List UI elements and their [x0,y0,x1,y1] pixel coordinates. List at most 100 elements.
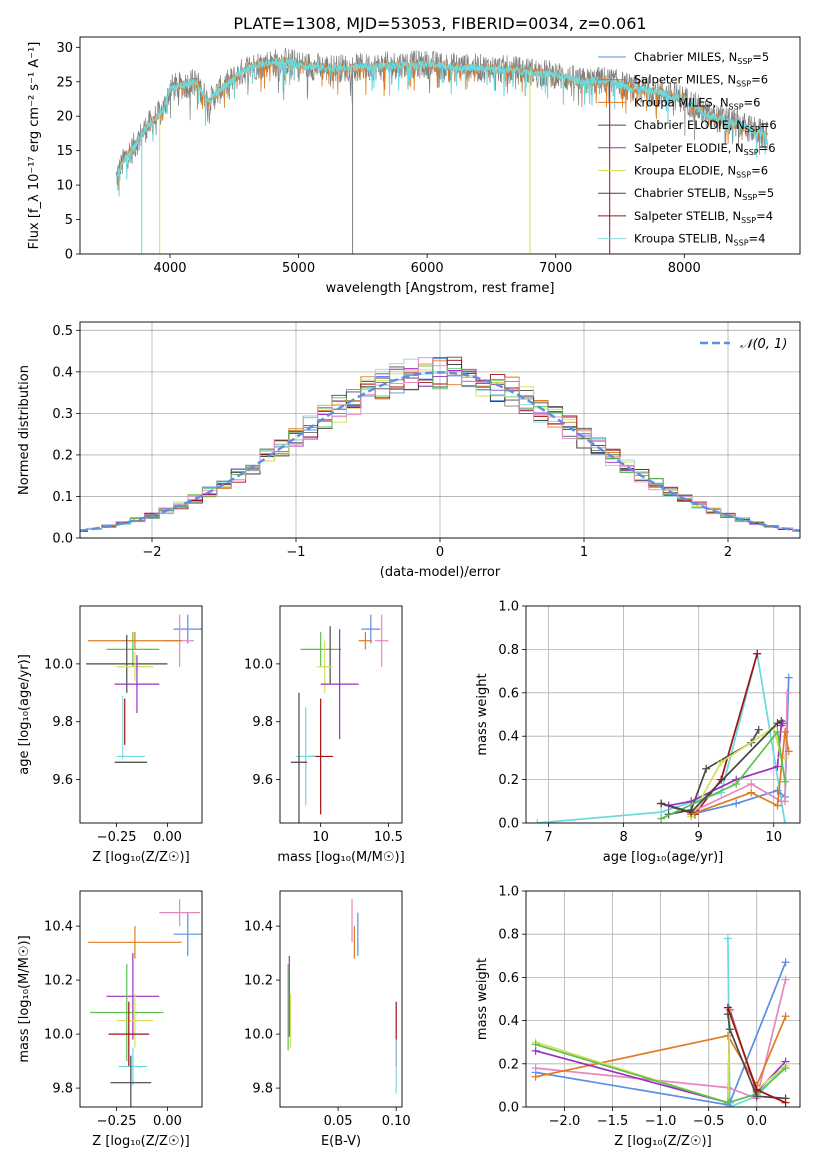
x-tick-label: 0 [436,545,444,560]
y-tick-label: 0.4 [498,730,519,745]
normal-curve [80,371,800,532]
y-tick-label: 0.4 [52,365,73,380]
series-marker [732,779,741,788]
y-tick-label: 0.1 [52,490,73,505]
series-marker [531,1064,540,1073]
error-bar-point [300,632,341,667]
error-bar-point [116,993,154,1048]
x-tick-label: −0.25 [97,830,137,845]
series-marker [723,934,732,943]
panel-age-vs-mass: 10 10.5 9.6 9.8 10.0 mass [log₁₀(M/M☉)] [244,605,405,865]
y-tick-label: 10.0 [244,1028,273,1043]
axes-frame [79,36,801,255]
x-axis-label: E(B-V) [321,1134,361,1149]
legend-label: Salpeter MILES, NSSP=6 [634,73,768,89]
series-line [537,653,786,823]
x-axis-label: wavelength [Angstrom, rest frame] [326,281,555,296]
y-axis-label: mass weight [475,958,490,1040]
y-tick-label: 0.8 [498,928,519,943]
y-tick-label: 10.0 [244,657,273,672]
x-tick-label: 10.5 [374,830,403,845]
y-tick-label: 9.8 [252,715,273,730]
y-tick-label: 20 [56,110,73,125]
x-tick-label: 8 [619,830,627,845]
y-tick-label: 0.0 [498,817,519,832]
panel-age-vs-z: −0.25 0.00 9.6 9.8 10.0 Z [log₁₀(Z/Z☉)] age [l… [17,605,203,865]
error-bar-point [106,953,160,1040]
error-bar-point [173,912,202,956]
y-tick-label: 0.6 [498,686,519,701]
plot-area [86,614,202,763]
error-bar-point [88,632,182,650]
x-tick-label: 10 [312,830,329,845]
x-tick-label: 0.00 [153,830,182,845]
error-bar-point [361,614,381,644]
plot-area [287,899,397,1094]
x-axis-label: (data-model)/error [380,565,501,580]
y-tick-label: 1.0 [498,600,519,615]
panel-massweight-vs-z: −2.0 −1.5 −1.0 −0.5 0.0 0.0 0.2 0.4 0.6 0.8 1.0 Z [… [475,885,801,1149]
series-line [535,1043,787,1104]
series-marker [747,779,756,788]
series-marker [773,762,782,771]
series-marker [657,814,666,823]
y-tick-label: 1.0 [498,885,519,900]
x-tick-label: 1 [580,545,588,560]
legend-label: Chabrier STELIB, NSSP=5 [634,186,774,202]
y-tick-label: 9.8 [52,715,73,730]
x-tick-label: −0.25 [97,1114,137,1129]
x-tick-label: 0.05 [324,1114,353,1129]
y-tick-label: 10.4 [244,920,273,935]
y-axis-label: age [log₁₀(age/yr)] [17,654,32,775]
y-tick-label: 15 [56,144,73,159]
series-marker [781,1064,790,1073]
series-marker [777,717,786,726]
y-axis-label: Flux [f_λ 10⁻¹⁷ erg cm⁻² s⁻¹ A⁻¹] [27,42,42,250]
panel-spectrum: 4000 5000 6000 7000 8000 0 5 10 15 20 25 30 Chabrier… [27,36,801,296]
y-tick-label: 10.2 [44,974,73,989]
x-axis-label: age [log₁₀(age/yr)] [603,850,724,865]
x-tick-label: 0.0 [746,1114,767,1129]
y-tick-label: 0.0 [52,532,73,547]
series-marker [780,777,789,786]
spectrum-model-line [115,57,769,197]
y-tick-label: 0.2 [498,773,519,788]
y-tick-label: 0.0 [498,1101,519,1116]
panel-mass-vs-ebv: 0.05 0.10 9.8 10.0 10.2 10.4 E(B-V) [244,890,411,1149]
series-marker [687,808,696,817]
x-axis-label: Z [log₁₀(Z/Z☉)] [92,850,189,865]
series-marker [747,788,756,797]
error-bar-point [106,632,160,667]
series-marker [773,786,782,795]
series-marker [723,1003,732,1012]
panel-mass-vs-z: −0.25 0.00 9.8 10.0 10.2 10.4 Z [log₁₀(Z/Z☉)] m… [17,890,203,1149]
series-marker [754,725,763,734]
x-tick-label: −1.0 [645,1114,677,1129]
series-marker [723,1098,732,1107]
y-tick-label: 0 [65,248,73,263]
series-marker [773,727,782,736]
x-axis-label: mass [log₁₀(M/M☉)] [277,850,404,865]
y-tick-label: 25 [56,75,73,90]
error-bar-point [290,692,308,823]
y-axis-label: mass weight [475,673,490,755]
x-tick-label: 5000 [282,261,315,276]
legend-label: Salpeter STELIB, NSSP=4 [634,209,773,225]
x-tick-label: 9 [695,830,703,845]
y-tick-label: 0.8 [498,643,519,658]
y-tick-label: 0.3 [52,407,73,422]
x-tick-label: −2 [142,545,161,560]
series-line [535,961,787,1106]
axes-frame [79,890,203,1108]
legend: Chabrier MILES, NSSP=5 Salpeter MILES, NS… [598,50,777,248]
y-tick-label: 0.2 [498,1057,519,1072]
x-axis-label: Z [log₁₀(Z/Z☉)] [614,1134,711,1149]
x-tick-label: 2 [724,545,732,560]
axes-frame [525,605,801,824]
series-marker [752,1085,761,1094]
y-tick-label: 0.2 [52,448,73,463]
x-axis-label: Z [log₁₀(Z/Z☉)] [92,1134,189,1149]
series-marker [780,797,789,806]
y-tick-label: 0.6 [498,971,519,986]
